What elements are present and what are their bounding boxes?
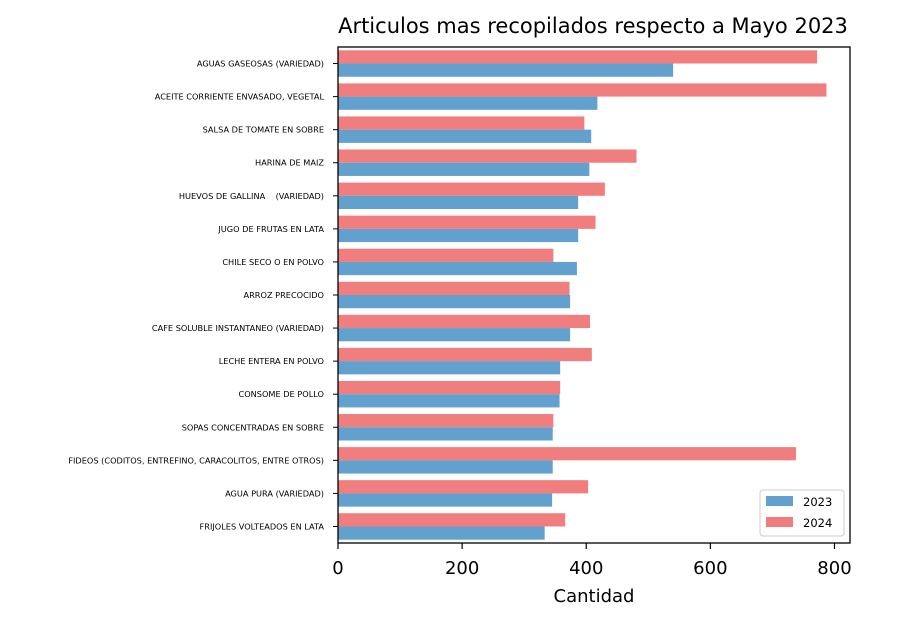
y-tick-label: JUGO DE FRUTAS EN LATA	[217, 224, 324, 234]
x-tick-label: 600	[693, 558, 727, 579]
bar-2023-3	[338, 162, 590, 176]
bar-2023-1	[338, 96, 598, 110]
y-axis: AGUAS GASEOSAS (VARIEDAD) ACEITE CORRIENT…	[68, 59, 338, 531]
bars-layer	[338, 50, 827, 540]
y-tick-label: AGUA PURA (VARIEDAD)	[225, 488, 324, 498]
bar-2024-11	[338, 414, 554, 428]
legend-label-2023: 2023	[803, 495, 832, 509]
bar-2023-0	[338, 63, 674, 77]
y-tick-label: LECHE ENTERA EN POLVO	[219, 356, 324, 366]
bar-2023-14	[338, 526, 545, 540]
bar-2023-11	[338, 427, 553, 441]
y-tick-label: CONSOME DE POLLO	[238, 389, 324, 399]
x-axis: 0 200 400 600 800	[332, 543, 852, 579]
y-tick-label: FIDEOS (CODITOS, ENTREFINO, CARACOLITOS,…	[68, 455, 324, 465]
bar-2024-7	[338, 281, 570, 295]
legend-label-2024: 2024	[803, 516, 832, 530]
y-tick-label: ARROZ PRECOCIDO	[244, 290, 324, 300]
bar-2024-14	[338, 513, 566, 527]
y-tick-label: CHILE SECO O EN POLVO	[222, 257, 324, 267]
bar-2023-9	[338, 361, 561, 375]
bar-2024-4	[338, 182, 605, 196]
bar-2023-12	[338, 460, 553, 474]
bar-2023-13	[338, 493, 553, 507]
legend-swatch-2024	[766, 517, 793, 527]
y-tick-label: SOPAS CONCENTRADAS EN SOBRE	[182, 422, 324, 432]
chart-title: Articulos mas recopilados respecto a May…	[338, 14, 848, 38]
y-tick-label: HUEVOS DE GALLINA (VARIEDAD)	[179, 191, 324, 201]
bar-2023-7	[338, 295, 571, 309]
bar-2024-3	[338, 149, 637, 163]
bar-2024-13	[338, 480, 589, 494]
x-tick-label: 400	[569, 558, 603, 579]
bar-2024-6	[338, 248, 554, 262]
y-tick-label: SALSA DE TOMATE EN SOBRE	[203, 125, 324, 135]
bar-2024-2	[338, 116, 585, 130]
bar-2024-9	[338, 347, 592, 362]
x-tick-label: 200	[445, 558, 479, 579]
y-tick-label: ACEITE CORRIENTE ENVASADO, VEGETAL	[155, 92, 325, 102]
bar-2023-8	[338, 328, 571, 342]
bar-2024-10	[338, 380, 561, 395]
bar-2023-5	[338, 228, 579, 243]
bar-2023-4	[338, 195, 579, 210]
x-tick-label: 0	[332, 558, 343, 579]
bar-2024-0	[338, 50, 818, 64]
x-tick-label: 800	[817, 558, 851, 579]
bar-2024-8	[338, 314, 590, 329]
bar-2024-5	[338, 215, 596, 229]
y-tick-label: CAFE SOLUBLE INSTANTANEO (VARIEDAD)	[152, 323, 324, 333]
y-tick-label: AGUAS GASEOSAS (VARIEDAD)	[197, 59, 324, 69]
x-axis-label: Cantidad	[554, 586, 635, 607]
bar-2024-12	[338, 447, 797, 461]
legend-swatch-2023	[766, 496, 793, 506]
legend: 2023 2024	[759, 489, 845, 537]
y-tick-label: HARINA DE MAIZ	[255, 158, 324, 168]
bar-2023-6	[338, 261, 577, 276]
bar-2023-2	[338, 129, 592, 143]
bar-2023-10	[338, 394, 560, 408]
bar-2024-1	[338, 83, 827, 97]
y-tick-label: FRIJOLES VOLTEADOS EN LATA	[200, 521, 325, 531]
